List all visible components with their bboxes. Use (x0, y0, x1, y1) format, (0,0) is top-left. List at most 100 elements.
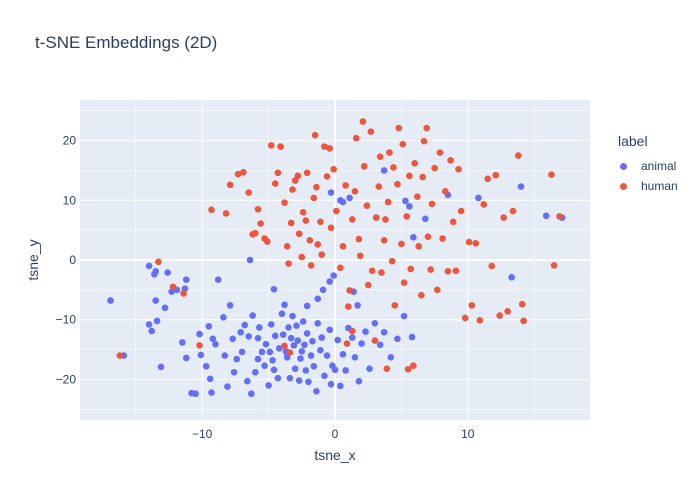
scatter-point-human[interactable] (180, 290, 187, 297)
scatter-point-human[interactable] (222, 210, 230, 217)
scatter-point-human[interactable] (496, 312, 503, 319)
scatter-point-human[interactable] (484, 175, 492, 183)
scatter-point-human[interactable] (465, 238, 473, 246)
scatter-point-animal[interactable] (266, 348, 274, 356)
scatter-point-animal[interactable] (400, 312, 408, 320)
scatter-point-animal[interactable] (252, 368, 259, 376)
scatter-point-animal[interactable] (197, 351, 205, 359)
scatter-point-animal[interactable] (270, 366, 278, 374)
scatter-point-animal[interactable] (314, 319, 322, 327)
scatter-point-human[interactable] (476, 316, 484, 324)
scatter-point-animal[interactable] (301, 341, 308, 349)
scatter-point-animal[interactable] (249, 312, 256, 319)
scatter-point-human[interactable] (281, 199, 288, 206)
scatter-point-animal[interactable] (337, 382, 344, 390)
scatter-point-human[interactable] (281, 342, 288, 350)
scatter-point-animal[interactable] (255, 324, 263, 331)
scatter-point-animal[interactable] (192, 390, 199, 398)
scatter-point-animal[interactable] (314, 295, 322, 303)
legend-item-animal[interactable]: animal (618, 156, 678, 176)
scatter-point-human[interactable] (310, 194, 318, 202)
scatter-point-human[interactable] (289, 186, 296, 193)
scatter-point-human[interactable] (388, 257, 396, 265)
scatter-point-human[interactable] (351, 188, 359, 195)
scatter-point-animal[interactable] (305, 378, 312, 386)
scatter-point-human[interactable] (480, 201, 488, 208)
scatter-point-human[interactable] (355, 235, 363, 243)
scatter-point-animal[interactable] (265, 382, 272, 389)
scatter-point-animal[interactable] (209, 335, 217, 343)
scatter-point-human[interactable] (399, 140, 407, 148)
scatter-point-human[interactable] (391, 302, 399, 309)
scatter-point-animal[interactable] (267, 321, 275, 328)
scatter-point-animal[interactable] (380, 328, 388, 336)
scatter-point-animal[interactable] (517, 183, 525, 190)
scatter-point-animal[interactable] (148, 327, 156, 335)
scatter-point-human[interactable] (550, 262, 558, 269)
scatter-point-animal[interactable] (358, 340, 365, 347)
scatter-point-animal[interactable] (387, 354, 395, 361)
scatter-point-human[interactable] (294, 172, 302, 180)
scatter-point-human[interactable] (378, 269, 385, 276)
scatter-point-animal[interactable] (346, 194, 353, 202)
scatter-point-human[interactable] (155, 258, 162, 266)
scatter-point-human[interactable] (406, 172, 413, 180)
scatter-point-animal[interactable] (206, 375, 214, 383)
scatter-point-animal[interactable] (327, 189, 335, 196)
scatter-point-human[interactable] (383, 365, 391, 372)
scatter-point-human[interactable] (380, 236, 388, 244)
scatter-point-animal[interactable] (281, 301, 288, 309)
scatter-point-human[interactable] (415, 242, 422, 250)
scatter-point-human[interactable] (400, 279, 408, 286)
scatter-point-human[interactable] (314, 241, 322, 248)
scatter-point-animal[interactable] (354, 302, 361, 309)
scatter-point-human[interactable] (339, 242, 347, 250)
scatter-point-human[interactable] (439, 235, 446, 242)
scatter-point-human[interactable] (441, 188, 449, 195)
scatter-point-human[interactable] (395, 124, 403, 132)
scatter-point-animal[interactable] (303, 302, 311, 310)
scatter-point-human[interactable] (420, 137, 428, 145)
scatter-point-human[interactable] (455, 165, 462, 173)
scatter-point-human[interactable] (254, 205, 262, 213)
scatter-point-human[interactable] (390, 164, 397, 171)
scatter-point-human[interactable] (234, 170, 242, 178)
scatter-point-animal[interactable] (254, 355, 262, 363)
scatter-point-animal[interactable] (202, 362, 210, 370)
scatter-point-animal[interactable] (317, 346, 324, 354)
scatter-point-animal[interactable] (151, 271, 158, 278)
scatter-point-animal[interactable] (271, 332, 279, 340)
scatter-point-human[interactable] (302, 217, 310, 224)
scatter-point-animal[interactable] (303, 330, 311, 337)
scatter-point-human[interactable] (382, 216, 389, 223)
scatter-point-animal[interactable] (319, 286, 327, 294)
scatter-point-animal[interactable] (238, 348, 246, 356)
scatter-point-human[interactable] (348, 216, 356, 223)
scatter-point-animal[interactable] (275, 345, 283, 352)
scatter-point-human[interactable] (403, 213, 411, 220)
scatter-point-animal[interactable] (270, 285, 278, 293)
scatter-point-animal[interactable] (294, 337, 302, 344)
scatter-point-human[interactable] (368, 267, 376, 275)
scatter-point-human[interactable] (447, 156, 454, 164)
scatter-point-human[interactable] (492, 171, 500, 179)
scatter-point-animal[interactable] (254, 334, 262, 342)
scatter-point-human[interactable] (267, 142, 275, 149)
scatter-point-animal[interactable] (297, 355, 304, 362)
scatter-point-animal[interactable] (339, 351, 347, 358)
scatter-point-animal[interactable] (145, 321, 153, 328)
scatter-point-animal[interactable] (107, 297, 114, 304)
scatter-point-human[interactable] (449, 218, 457, 226)
scatter-point-human[interactable] (364, 281, 372, 289)
scatter-point-human[interactable] (287, 219, 295, 227)
scatter-point-animal[interactable] (237, 328, 245, 336)
scatter-point-animal[interactable] (330, 272, 337, 279)
scatter-point-human[interactable] (359, 118, 367, 125)
scatter-point-animal[interactable] (508, 274, 515, 281)
scatter-point-animal[interactable] (351, 354, 359, 361)
scatter-point-animal[interactable] (261, 362, 268, 369)
scatter-point-human[interactable] (342, 182, 349, 189)
scatter-point-human[interactable] (252, 229, 259, 237)
scatter-point-human[interactable] (286, 349, 294, 356)
scatter-point-human[interactable] (330, 165, 337, 173)
